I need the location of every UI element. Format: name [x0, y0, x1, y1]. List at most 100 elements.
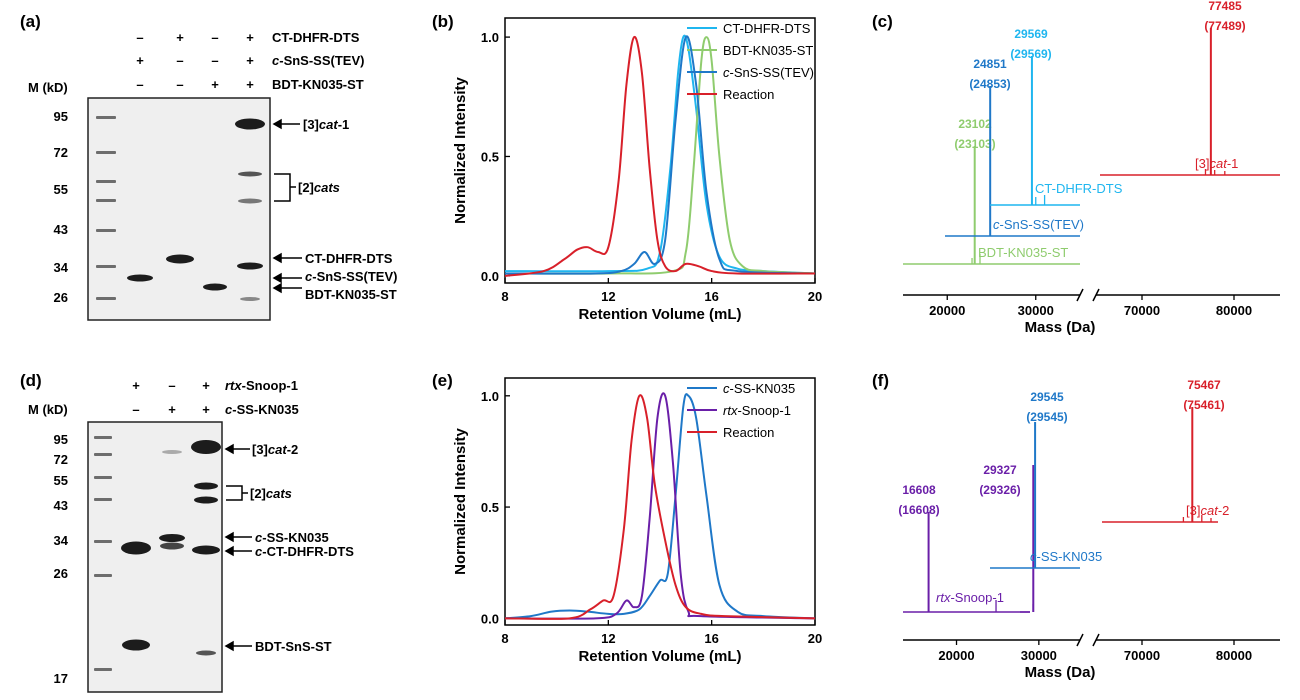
sign: –	[136, 77, 143, 92]
peak-mass-label: 77485	[1208, 0, 1242, 13]
peak-mass-label: 24851	[973, 57, 1007, 71]
gel-a-marker-lane	[96, 116, 116, 300]
sign: +	[132, 378, 140, 393]
gel-d-mlabel: M (kD)	[28, 402, 68, 417]
gel-a-marker-label: 34	[54, 260, 69, 275]
gel-a-row-label-1: CT-DHFR-DTS	[272, 30, 360, 45]
series-line	[504, 34, 816, 275]
peak-theory-label: (23103)	[954, 137, 995, 151]
peak-mass-label: 16608	[902, 483, 936, 497]
gel-a-sign-row-2: + – – + c-SnS-SS(TEV)	[136, 53, 364, 68]
peak-theory-label: (29545)	[1026, 410, 1067, 424]
gel-a-sign-row-1: – + – + CT-DHFR-DTS	[136, 30, 359, 45]
gel-d-image	[87, 421, 223, 693]
peak-theory-label: (77489)	[1204, 19, 1245, 33]
axis-break-mark	[1076, 288, 1100, 302]
panel-label-c: (c)	[872, 12, 893, 31]
gel-a-mlabel: M (kD)	[28, 80, 68, 95]
panel-b: (b) 8 12 16 20 0.0 0.5 1.0 Retention Volume (mL…	[432, 12, 822, 323]
spectrum-name-label: c-SnS-SS(TEV)	[993, 217, 1084, 232]
sign: –	[168, 378, 175, 393]
gel-a-marker-label: 72	[54, 145, 68, 160]
gel-d-annotation-bdt-sns: BDT-SnS-ST	[255, 639, 332, 654]
sec-chart-b: 8 12 16 20 0.0 0.5 1.0 Retention Volume (mL) Nor…	[452, 17, 822, 323]
x-axis-label: Retention Volume (mL)	[578, 306, 741, 323]
series-line	[504, 36, 816, 275]
y-tick-label: 0.5	[481, 500, 499, 515]
gel-a-bands	[127, 118, 265, 301]
text-part: -2	[1218, 503, 1230, 518]
legend-entry: CT-DHFR-DTS	[723, 21, 811, 36]
y-tick-label: 1.0	[481, 30, 499, 45]
panel-label-a: (a)	[20, 12, 41, 31]
spectrum-name-label: BDT-KN035-ST	[978, 245, 1068, 260]
text-part: -SS-KN035	[730, 381, 796, 396]
sign: +	[136, 53, 144, 68]
text-part: -SnS-SS(TEV)	[1000, 217, 1085, 232]
text-part-italic: cat	[1200, 503, 1219, 518]
x-tick-label: 80000	[1216, 303, 1252, 318]
sign: –	[132, 402, 139, 417]
x-tick-label: 20	[808, 289, 822, 304]
x-tick-label: 70000	[1124, 303, 1160, 318]
gel-d-annotations	[224, 443, 252, 652]
legend-entry: BDT-KN035-ST	[723, 43, 813, 58]
text-part-italic: c	[723, 381, 730, 396]
panel-e: (e) 8 12 16 20 0.0 0.5 1.0 Retention Volume (mL…	[432, 371, 822, 665]
peak-mass-label: 29327	[983, 463, 1017, 477]
sign: –	[136, 30, 143, 45]
gel-a-sign-row-3: – – + + BDT-KN035-ST	[136, 77, 363, 92]
gel-a-image	[87, 97, 271, 321]
x-tick-label: 8	[501, 631, 508, 646]
y-tick-label: 0.0	[481, 611, 499, 626]
legend-entry: c-SnS-SS(TEV)	[723, 65, 814, 80]
axis-break-mark	[1076, 633, 1100, 647]
gel-d-row-label-2: c-SS-KN035	[225, 402, 299, 417]
text-part: [3]	[1186, 503, 1200, 518]
text-part: -SnS-SS(TEV)	[730, 65, 815, 80]
gel-a-annotations	[272, 118, 302, 294]
sign: +	[202, 402, 210, 417]
series-line	[504, 394, 816, 620]
x-tick-label: 20	[808, 631, 822, 646]
gel-a-annotation-3cat: [3]cat-1	[303, 117, 349, 132]
gel-d-marker-label: 34	[54, 533, 69, 548]
y-tick-label: 1.0	[481, 389, 499, 404]
gel-a-annotation-snss: c-SnS-SS(TEV)	[305, 269, 397, 284]
gel-d-row-label-1: rtx-Snoop-1	[225, 378, 298, 393]
text-part-italic: c	[993, 217, 1000, 232]
gel-d-annotation-3cat: [3]cat-2	[252, 442, 298, 457]
peak-mass-label: 23102	[958, 117, 992, 131]
x-tick-label: 16	[704, 289, 718, 304]
sign: +	[211, 77, 219, 92]
series-line	[504, 36, 816, 277]
series-line	[504, 392, 816, 620]
peak-mass-label: 29569	[1014, 27, 1048, 41]
panel-label-e: (e)	[432, 371, 453, 390]
x-axis-label: Retention Volume (mL)	[578, 648, 741, 665]
text-part-italic: rtx	[936, 590, 951, 605]
text-part: -Snoop-1	[950, 590, 1003, 605]
text-part: [3]	[1195, 156, 1209, 171]
sign: +	[168, 402, 176, 417]
x-tick-label: 30000	[1018, 303, 1054, 318]
spectrum-name-label: rtx-Snoop-1	[936, 590, 1004, 605]
text-part-italic: c	[723, 65, 730, 80]
sign: +	[246, 30, 254, 45]
y-axis-label: Normalized Intensity	[452, 427, 469, 574]
gel-a-row-label-3: BDT-KN035-ST	[272, 77, 364, 92]
peak-mass-label: 29545	[1030, 390, 1064, 404]
legend-entry: rtx-Snoop-1	[723, 403, 791, 418]
sign: –	[211, 30, 218, 45]
text-part-italic: cat	[1209, 156, 1228, 171]
peak-mass-label: 75467	[1187, 378, 1221, 392]
gel-a-marker-label: 43	[54, 222, 68, 237]
y-tick-label: 0.0	[481, 269, 499, 284]
gel-a-annotation-2cats: [2]cats	[298, 180, 340, 195]
sign: +	[176, 30, 184, 45]
gel-d-annotation-ct-dhfr: c-CT-DHFR-DTS	[255, 544, 354, 559]
spectrum-name-label: [3]cat-2	[1186, 503, 1229, 518]
x-tick-label: 80000	[1216, 648, 1252, 663]
text-part-italic: rtx	[723, 403, 738, 418]
